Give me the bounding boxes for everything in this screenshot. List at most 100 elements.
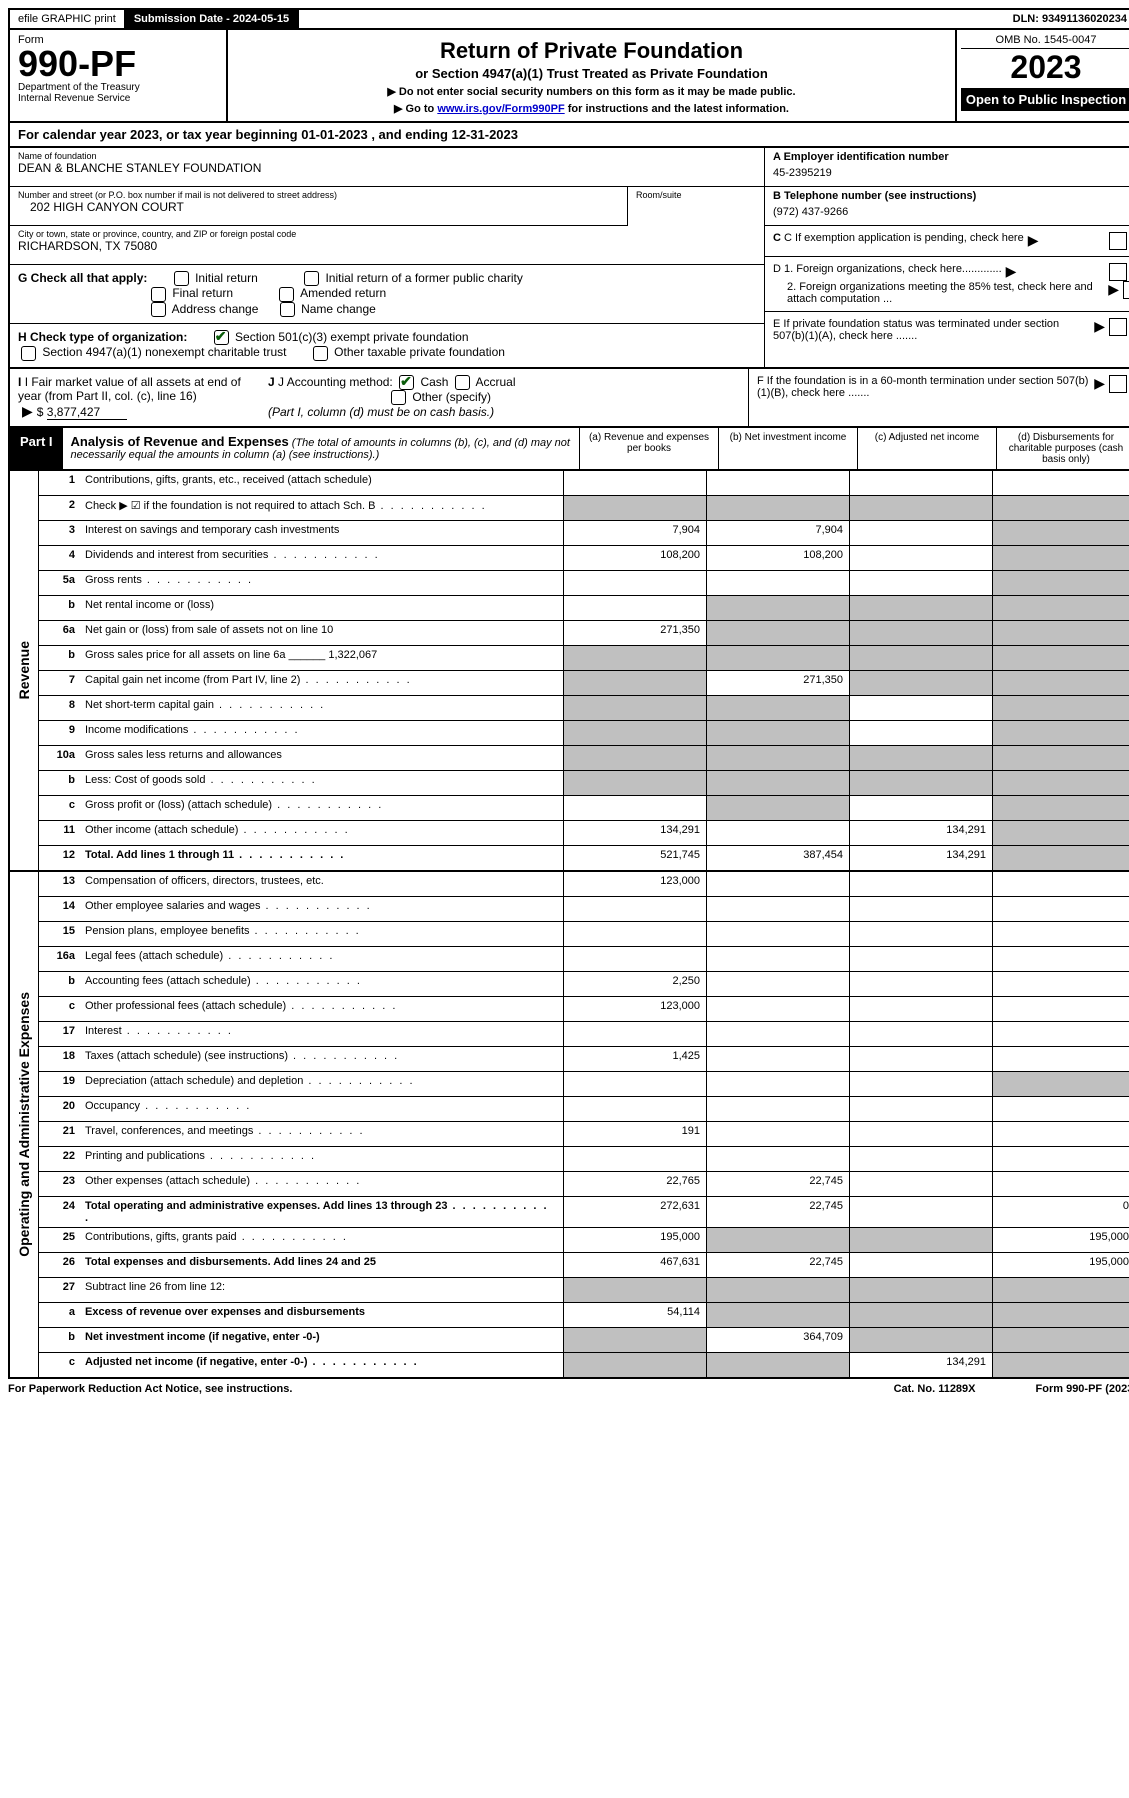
d1-checkbox[interactable] — [1109, 263, 1127, 281]
cell-b — [706, 596, 849, 620]
table-row: 18Taxes (attach schedule) (see instructi… — [39, 1047, 1129, 1072]
address-change-checkbox[interactable] — [151, 302, 166, 317]
f-checkbox[interactable] — [1109, 375, 1127, 393]
cell-c — [849, 596, 992, 620]
cell-c — [849, 1278, 992, 1302]
c-check: C C If exemption application is pending,… — [765, 226, 1129, 257]
row-number: 17 — [39, 1022, 79, 1046]
f-check: F If the foundation is in a 60-month ter… — [749, 369, 1129, 426]
cell-a — [563, 922, 706, 946]
name-change-checkbox[interactable] — [280, 302, 295, 317]
row-label: Contributions, gifts, grants, etc., rece… — [79, 471, 563, 495]
cell-b — [706, 696, 849, 720]
table-row: 17Interest — [39, 1022, 1129, 1047]
cell-b — [706, 721, 849, 745]
cell-d — [992, 997, 1129, 1021]
expenses-table: Operating and Administrative Expenses 13… — [8, 872, 1129, 1379]
cell-c — [849, 1097, 992, 1121]
cell-d — [992, 521, 1129, 545]
4947-checkbox[interactable] — [21, 346, 36, 361]
501c3-checkbox[interactable] — [214, 330, 229, 345]
row-label: Adjusted net income (if negative, enter … — [79, 1353, 563, 1377]
cell-d — [992, 546, 1129, 570]
page-footer: For Paperwork Reduction Act Notice, see … — [8, 1379, 1129, 1395]
cell-d — [992, 846, 1129, 870]
footer-left: For Paperwork Reduction Act Notice, see … — [8, 1383, 292, 1395]
table-row: 26Total expenses and disbursements. Add … — [39, 1253, 1129, 1278]
other-taxable-checkbox[interactable] — [313, 346, 328, 361]
cell-a — [563, 721, 706, 745]
cell-b — [706, 746, 849, 770]
final-return-checkbox[interactable] — [151, 287, 166, 302]
cell-a — [563, 1072, 706, 1096]
g-check-section: G Check all that apply: Initial return I… — [10, 265, 764, 324]
cell-a — [563, 1022, 706, 1046]
cell-b — [706, 1097, 849, 1121]
cell-d — [992, 972, 1129, 996]
cell-c — [849, 796, 992, 820]
cell-d — [992, 596, 1129, 620]
submission-date: Submission Date - 2024-05-15 — [126, 10, 299, 28]
table-row: 7Capital gain net income (from Part IV, … — [39, 671, 1129, 696]
row-number: 2 — [39, 496, 79, 520]
cell-b: 22,745 — [706, 1172, 849, 1196]
row-label: Compensation of officers, directors, tru… — [79, 872, 563, 896]
initial-return-checkbox[interactable] — [174, 271, 189, 286]
form-link[interactable]: www.irs.gov/Form990PF — [437, 103, 564, 115]
cell-b — [706, 947, 849, 971]
accrual-checkbox[interactable] — [455, 375, 470, 390]
row-number: 5a — [39, 571, 79, 595]
col-b-head: (b) Net investment income — [718, 428, 857, 469]
former-charity-checkbox[interactable] — [304, 271, 319, 286]
cell-a — [563, 1097, 706, 1121]
table-row: 1Contributions, gifts, grants, etc., rec… — [39, 471, 1129, 496]
row-label: Excess of revenue over expenses and disb… — [79, 1303, 563, 1327]
revenue-rows: 1Contributions, gifts, grants, etc., rec… — [39, 471, 1129, 870]
row-number: 4 — [39, 546, 79, 570]
amended-checkbox[interactable] — [279, 287, 294, 302]
row-number: 12 — [39, 846, 79, 870]
part-label: Part I — [10, 428, 63, 469]
cell-d: 0 — [992, 1197, 1129, 1227]
cell-d — [992, 1072, 1129, 1096]
row-label: Contributions, gifts, grants paid — [79, 1228, 563, 1252]
form-title: Return of Private Foundation — [234, 38, 949, 64]
cell-d — [992, 897, 1129, 921]
cell-b — [706, 821, 849, 845]
other-method-checkbox[interactable] — [391, 390, 406, 405]
cell-b — [706, 796, 849, 820]
table-row: bGross sales price for all assets on lin… — [39, 646, 1129, 671]
ij-left: I I Fair market value of all assets at e… — [10, 369, 749, 426]
d2-checkbox[interactable] — [1123, 281, 1129, 299]
table-row: 11Other income (attach schedule)134,2911… — [39, 821, 1129, 846]
cell-b — [706, 1353, 849, 1377]
cell-d: 195,000 — [992, 1228, 1129, 1252]
cell-c — [849, 746, 992, 770]
row-label: Net rental income or (loss) — [79, 596, 563, 620]
row-number: 14 — [39, 897, 79, 921]
cell-a: 271,350 — [563, 621, 706, 645]
c-checkbox[interactable] — [1109, 232, 1127, 250]
part-title: Analysis of Revenue and Expenses (The to… — [63, 428, 579, 469]
cell-b: 387,454 — [706, 846, 849, 870]
cell-b — [706, 922, 849, 946]
h-check-section: H Check type of organization: Section 50… — [10, 324, 764, 367]
cell-a: 123,000 — [563, 872, 706, 896]
cash-checkbox[interactable] — [399, 375, 414, 390]
table-row: aExcess of revenue over expenses and dis… — [39, 1303, 1129, 1328]
phone: (972) 437-9266 — [773, 202, 1127, 218]
table-row: bAccounting fees (attach schedule)2,250 — [39, 972, 1129, 997]
cell-c — [849, 521, 992, 545]
row-label: Capital gain net income (from Part IV, l… — [79, 671, 563, 695]
table-row: 14Other employee salaries and wages — [39, 897, 1129, 922]
row-label: Gross rents — [79, 571, 563, 595]
cell-a — [563, 646, 706, 670]
row-number: 19 — [39, 1072, 79, 1096]
e-checkbox[interactable] — [1109, 318, 1127, 336]
row-number: 13 — [39, 872, 79, 896]
entity-right: A Employer identification number 45-2395… — [764, 148, 1129, 367]
cell-b — [706, 897, 849, 921]
cell-d — [992, 1097, 1129, 1121]
entity-info: Name of foundation DEAN & BLANCHE STANLE… — [8, 148, 1129, 369]
cell-b — [706, 1072, 849, 1096]
